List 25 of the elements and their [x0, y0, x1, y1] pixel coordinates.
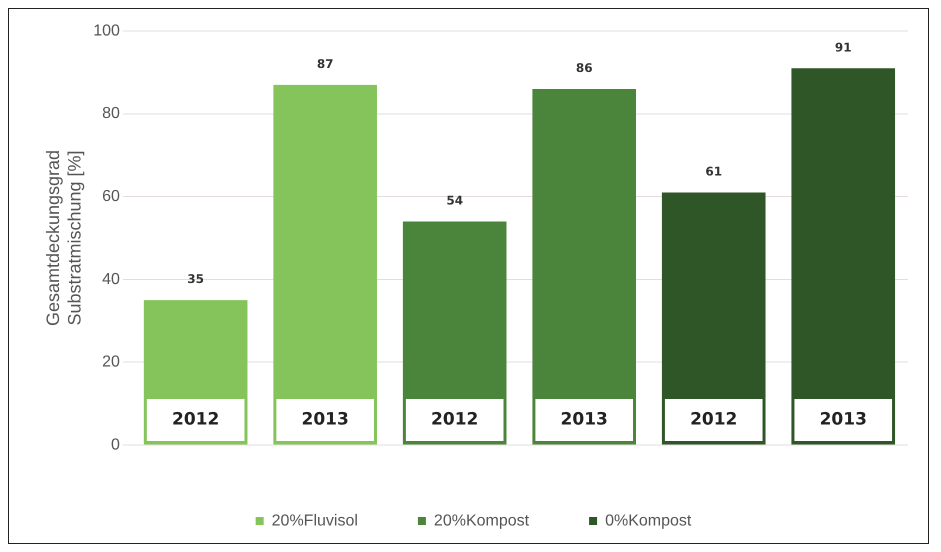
y-tick-label: 20: [102, 354, 120, 371]
legend-label: 20%Fluvisol: [272, 512, 358, 530]
x-tick-label: 2012: [172, 409, 220, 430]
y-tick-label: 60: [102, 188, 120, 206]
x-tick-label: 2013: [302, 409, 349, 430]
y-axis-title: Gesamtdeckungsgrad Substratmischung [%]: [42, 150, 84, 326]
x-tick-label: 2013: [560, 409, 608, 430]
y-tick-label: 40: [102, 270, 120, 288]
x-tick-label: 2012: [431, 409, 478, 430]
data-label: 35: [187, 272, 204, 286]
bar: [273, 84, 377, 444]
legend-label: 20%Kompost: [434, 512, 530, 530]
x-tick-label: 2013: [820, 409, 867, 430]
data-label: 61: [705, 164, 722, 179]
data-label: 91: [834, 40, 852, 54]
data-label: 87: [316, 56, 334, 71]
bar: [532, 88, 636, 444]
y-tick-label: 0: [110, 436, 120, 454]
data-label: 54: [446, 194, 464, 208]
y-tick-label: 100: [93, 22, 120, 40]
x-tick-label: 2012: [690, 409, 738, 430]
bar: [791, 68, 896, 444]
y-tick-label: 80: [102, 105, 120, 122]
legend-label: 0%Kompost: [605, 512, 692, 530]
data-label: 86: [576, 61, 593, 76]
